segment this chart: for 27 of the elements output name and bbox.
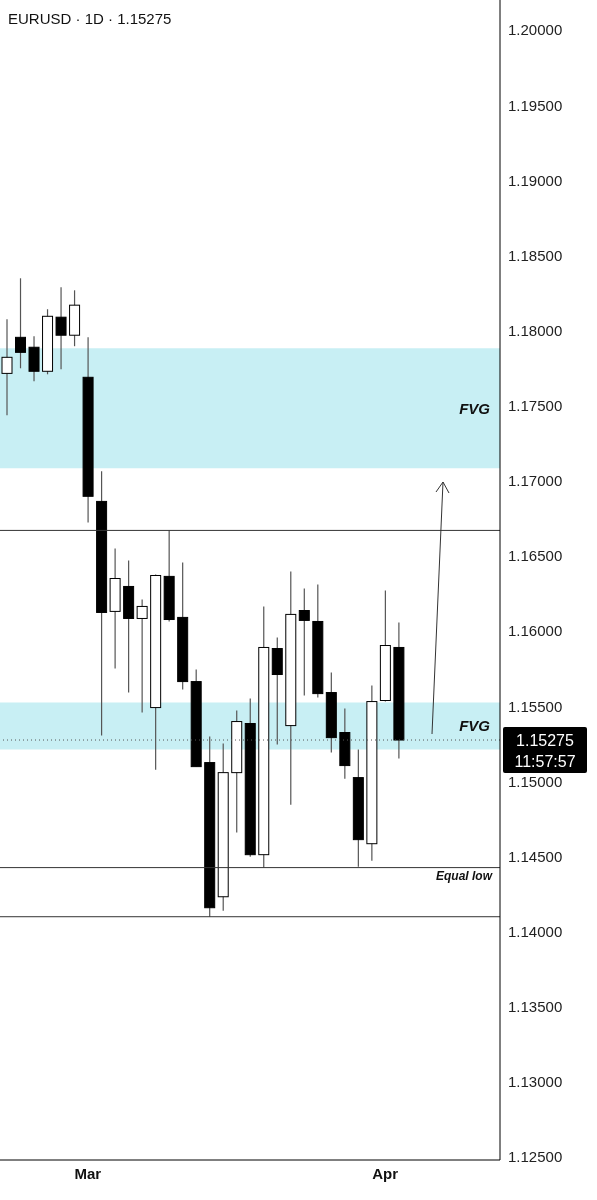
- candlestick: [15, 277, 27, 369]
- y-tick-label: 1.18000: [508, 321, 563, 339]
- y-tick-label: 1.16500: [508, 547, 563, 565]
- y-tick-label: 1.17500: [508, 397, 563, 415]
- candlestick: [55, 286, 67, 370]
- y-tick-label: 1.13000: [508, 1073, 563, 1091]
- ref-line-label: Equal low: [435, 868, 493, 883]
- y-tick-label: 1.16000: [508, 622, 563, 640]
- ref-line-label: 1.15275 11:57:57: [514, 732, 576, 771]
- y-tick-label: 1.14000: [508, 922, 563, 940]
- y-tick-label: 1.20000: [508, 21, 563, 39]
- x-tick-label: Apr: [372, 1164, 399, 1182]
- x-tick-label: Mar: [74, 1164, 102, 1182]
- text: EURUSD · 1D · 1.15275: [8, 10, 172, 27]
- y-tick-label: 1.18500: [508, 246, 563, 264]
- band-label: FVG: [459, 717, 491, 735]
- candlestick: [298, 587, 310, 697]
- y-tick-label: 1.14500: [508, 847, 563, 865]
- y-tick-label: 1.17000: [508, 472, 563, 490]
- y-tick-label: 1.19000: [508, 171, 563, 189]
- y-tick-label: 1.13500: [508, 998, 563, 1016]
- candlestick: [136, 598, 148, 714]
- y-tick-label: 1.15000: [508, 772, 563, 790]
- y-tick-label: 1.19500: [508, 96, 563, 114]
- band-label: FVG: [459, 399, 491, 417]
- y-tick-label: 1.12500: [508, 1148, 563, 1166]
- y-tick-label: 1.15500: [508, 697, 563, 715]
